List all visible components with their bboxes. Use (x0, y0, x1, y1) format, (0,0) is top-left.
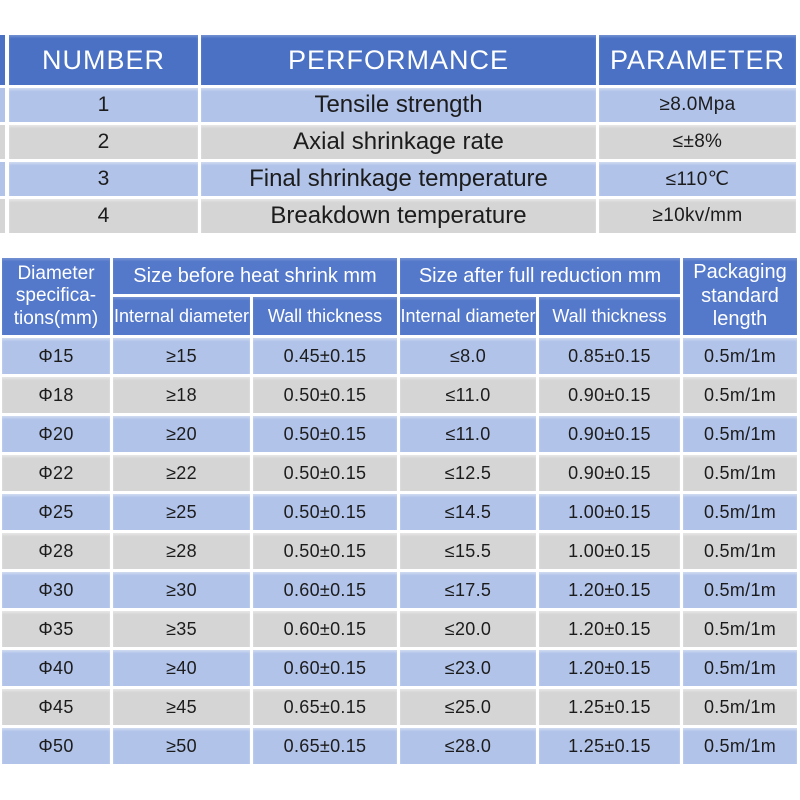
spec-cell-wall-before: 0.50±0.15 (253, 494, 397, 530)
spec-cell-internal-after: ≤25.0 (400, 689, 536, 725)
perf-header-performance: PERFORMANCE (201, 35, 596, 85)
spec-cell-packaging: 0.5m/1m (683, 494, 797, 530)
spec-cell-packaging: 0.5m/1m (683, 611, 797, 647)
spec-cell-packaging: 0.5m/1m (683, 455, 797, 491)
spec-cell-internal-after: ≤12.5 (400, 455, 536, 491)
perf-cell-number: 4 (9, 199, 198, 233)
spec-cell-diameter: Φ28 (2, 533, 110, 569)
spec-cell-diameter: Φ40 (2, 650, 110, 686)
spec-cell-wall-after: 1.25±0.15 (539, 689, 680, 725)
perf-cell-parameter: ≤110℃ (599, 162, 796, 196)
spec-cell-diameter: Φ35 (2, 611, 110, 647)
spec-cell-packaging: 0.5m/1m (683, 533, 797, 569)
spec-cell-internal-after: ≤15.5 (400, 533, 536, 569)
sliver-row (0, 199, 5, 233)
spec-cell-internal-before: ≥25 (113, 494, 250, 530)
perf-cell-parameter: ≥10kv/mm (599, 199, 796, 233)
perf-cell-performance: Breakdown temperature (201, 199, 596, 233)
spec-cell-internal-after: ≤23.0 (400, 650, 536, 686)
spec-cell-wall-after: 1.20±0.15 (539, 611, 680, 647)
spec-cell-packaging: 0.5m/1m (683, 689, 797, 725)
perf-cell-number: 3 (9, 162, 198, 196)
spec-cell-wall-after: 0.90±0.15 (539, 416, 680, 452)
spec-header-packaging: Packaging standard length (683, 258, 797, 335)
spec-cell-diameter: Φ22 (2, 455, 110, 491)
spec-cell-internal-after: ≤8.0 (400, 338, 536, 374)
spec-cell-internal-after: ≤20.0 (400, 611, 536, 647)
sliver-row (0, 162, 5, 196)
spec-cell-wall-after: 1.00±0.15 (539, 494, 680, 530)
sliver-header (0, 35, 5, 85)
spec-cell-internal-after: ≤28.0 (400, 728, 536, 764)
spec-cell-internal-before: ≥28 (113, 533, 250, 569)
spec-cell-wall-after: 1.25±0.15 (539, 728, 680, 764)
spec-cell-wall-before: 0.50±0.15 (253, 377, 397, 413)
spec-header-diameter: Diameter specifica-tions(mm) (2, 258, 110, 335)
spec-cell-packaging: 0.5m/1m (683, 728, 797, 764)
perf-cell-parameter: ≥8.0Mpa (599, 88, 796, 122)
sliver-row (0, 125, 5, 159)
spec-cell-wall-before: 0.65±0.15 (253, 689, 397, 725)
spec-cell-diameter: Φ18 (2, 377, 110, 413)
perf-cell-number: 1 (9, 88, 198, 122)
spec-cell-packaging: 0.5m/1m (683, 377, 797, 413)
perf-header-parameter: PARAMETER (599, 35, 796, 85)
spec-cell-wall-before: 0.45±0.15 (253, 338, 397, 374)
perf-header-number: NUMBER (9, 35, 198, 85)
spec-cell-wall-after: 1.20±0.15 (539, 572, 680, 608)
spec-cell-diameter: Φ45 (2, 689, 110, 725)
spec-cell-internal-after: ≤17.5 (400, 572, 536, 608)
spec-subheader-internal-diameter: Internal diameter (400, 297, 536, 335)
perf-cell-parameter: ≤±8% (599, 125, 796, 159)
spec-cell-packaging: 0.5m/1m (683, 650, 797, 686)
spec-cell-wall-after: 0.90±0.15 (539, 455, 680, 491)
spec-cell-internal-before: ≥30 (113, 572, 250, 608)
spec-cell-internal-before: ≥18 (113, 377, 250, 413)
spec-cell-internal-before: ≥40 (113, 650, 250, 686)
spec-cell-packaging: 0.5m/1m (683, 338, 797, 374)
spec-subheader-internal-diameter: Internal diameter (113, 297, 250, 335)
spec-header-size-before: Size before heat shrink mm (113, 258, 397, 294)
sliver-row (0, 88, 5, 122)
spec-cell-diameter: Φ15 (2, 338, 110, 374)
spec-cell-diameter: Φ25 (2, 494, 110, 530)
perf-cell-performance: Tensile strength (201, 88, 596, 122)
spec-cell-internal-after: ≤11.0 (400, 416, 536, 452)
spec-cell-wall-before: 0.50±0.15 (253, 416, 397, 452)
cropped-column-sliver (0, 35, 5, 233)
spec-cell-internal-after: ≤14.5 (400, 494, 536, 530)
spec-cell-packaging: 0.5m/1m (683, 572, 797, 608)
spec-cell-wall-after: 1.20±0.15 (539, 650, 680, 686)
spec-subheader-wall-thickness: Wall thickness (539, 297, 680, 335)
spec-cell-packaging: 0.5m/1m (683, 416, 797, 452)
perf-cell-number: 2 (9, 125, 198, 159)
spec-cell-wall-before: 0.60±0.15 (253, 650, 397, 686)
spec-subheader-wall-thickness: Wall thickness (253, 297, 397, 335)
spec-cell-internal-before: ≥20 (113, 416, 250, 452)
spec-cell-wall-after: 0.90±0.15 (539, 377, 680, 413)
spec-cell-diameter: Φ30 (2, 572, 110, 608)
spec-cell-internal-before: ≥35 (113, 611, 250, 647)
spec-cell-wall-before: 0.60±0.15 (253, 611, 397, 647)
spec-cell-internal-before: ≥45 (113, 689, 250, 725)
spec-cell-internal-before: ≥15 (113, 338, 250, 374)
perf-cell-performance: Axial shrinkage rate (201, 125, 596, 159)
spec-cell-wall-before: 0.60±0.15 (253, 572, 397, 608)
perf-cell-performance: Final shrinkage temperature (201, 162, 596, 196)
spec-cell-internal-before: ≥22 (113, 455, 250, 491)
spec-cell-diameter: Φ20 (2, 416, 110, 452)
performance-table: NUMBER PERFORMANCE PARAMETER 1 Tensile s… (9, 35, 796, 233)
spec-cell-internal-after: ≤11.0 (400, 377, 536, 413)
spec-cell-diameter: Φ50 (2, 728, 110, 764)
spec-table: Diameter specifica-tions(mm) Size before… (2, 258, 797, 764)
spec-cell-wall-before: 0.50±0.15 (253, 533, 397, 569)
spec-header-size-after: Size after full reduction mm (400, 258, 680, 294)
spec-cell-wall-before: 0.65±0.15 (253, 728, 397, 764)
spec-cell-internal-before: ≥50 (113, 728, 250, 764)
spec-cell-wall-before: 0.50±0.15 (253, 455, 397, 491)
spec-cell-wall-after: 1.00±0.15 (539, 533, 680, 569)
spec-cell-wall-after: 0.85±0.15 (539, 338, 680, 374)
